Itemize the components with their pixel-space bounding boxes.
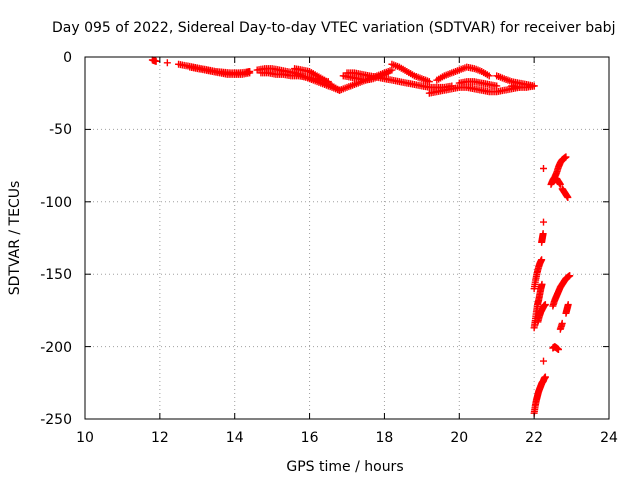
grid-lines — [85, 57, 609, 419]
x-tick-label: 22 — [525, 430, 543, 446]
y-tick-label: -200 — [40, 340, 72, 356]
data-points — [148, 56, 574, 417]
x-tick-label: 14 — [226, 430, 244, 446]
data-point — [540, 218, 547, 226]
x-tick-label: 24 — [600, 430, 618, 446]
chart-title: Day 095 of 2022, Sidereal Day-to-day VTE… — [52, 20, 615, 36]
data-point — [152, 57, 160, 65]
data-point — [540, 164, 547, 172]
plot-frame — [84, 56, 610, 420]
axis-ticks — [84, 56, 610, 420]
y-tick-label: -100 — [40, 195, 72, 211]
x-tick-label: 10 — [76, 430, 94, 446]
data-point — [538, 256, 546, 264]
data-point — [564, 193, 572, 201]
y-axis-title: SDTVAR / TECUs — [7, 181, 23, 296]
data-point — [564, 301, 572, 309]
data-point — [558, 319, 566, 327]
x-axis-title: GPS time / hours — [286, 459, 403, 475]
x-tick-label: 20 — [450, 430, 468, 446]
data-point — [485, 72, 493, 80]
data-point — [163, 59, 171, 67]
data-point — [530, 82, 538, 90]
x-tick-label: 18 — [375, 430, 393, 446]
x-tick-label: 12 — [151, 430, 169, 446]
data-point — [541, 373, 549, 381]
data-point — [384, 69, 392, 77]
y-tick-label: 0 — [63, 50, 72, 66]
data-point — [538, 280, 546, 288]
x-tick-label: 16 — [301, 430, 319, 446]
data-point — [540, 357, 547, 365]
y-tick-label: -50 — [49, 122, 72, 138]
data-point — [493, 82, 501, 90]
data-point — [246, 69, 254, 77]
data-point — [556, 180, 564, 188]
data-point — [554, 345, 562, 353]
data-point — [425, 78, 433, 86]
data-point — [562, 153, 570, 161]
y-tick-label: -150 — [40, 267, 72, 283]
data-point — [541, 301, 549, 309]
data-point — [566, 272, 574, 280]
y-tick-label: -250 — [40, 412, 72, 428]
data-point — [539, 230, 547, 238]
